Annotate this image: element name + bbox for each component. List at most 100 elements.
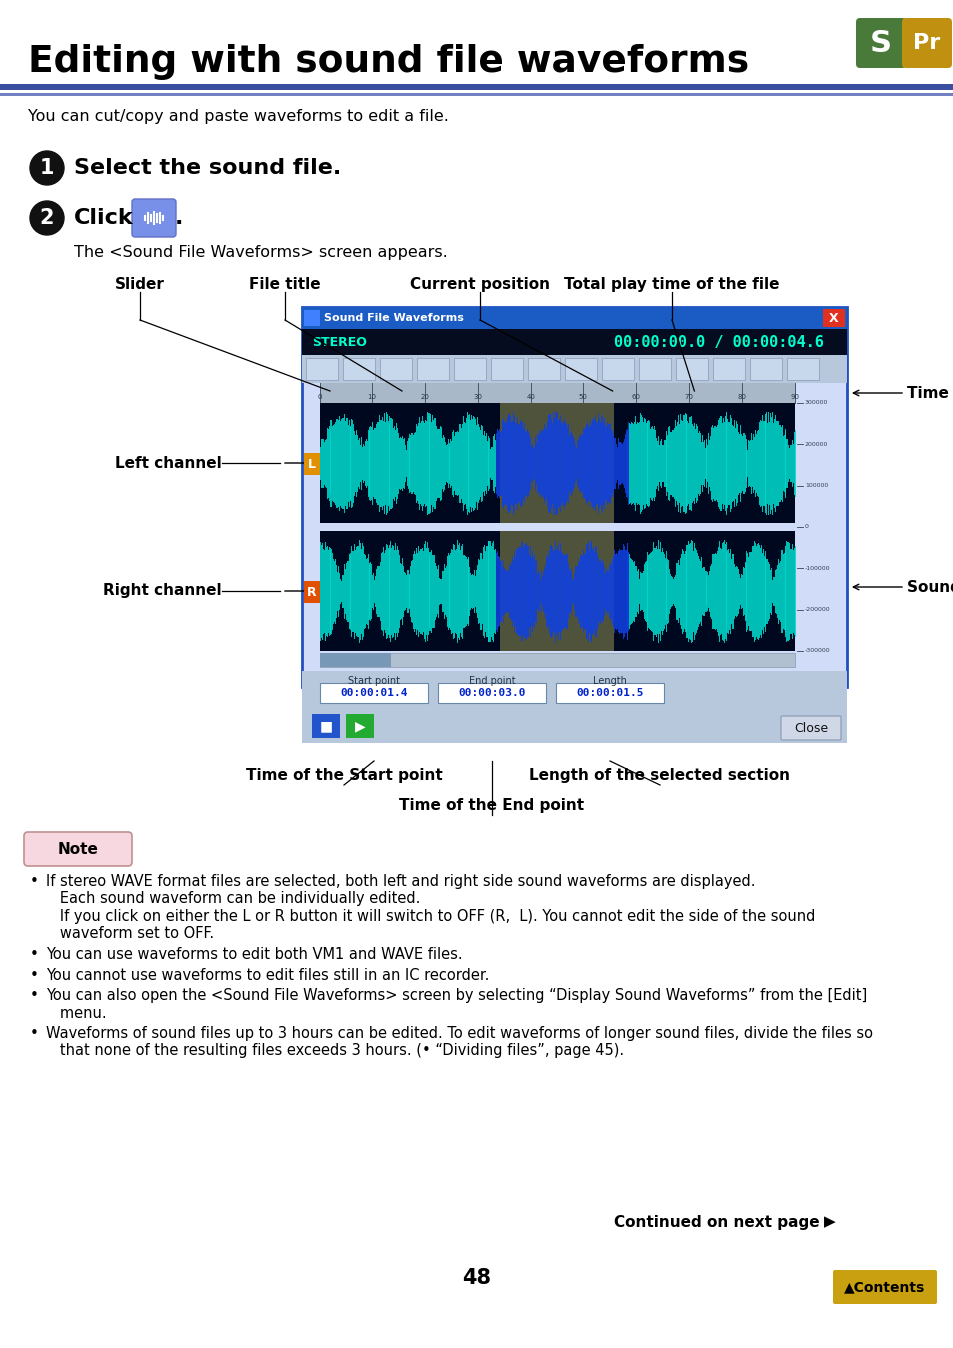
Bar [319,531,794,651]
Text: that none of the resulting files exceeds 3 hours. (• “Dividing files”, page 45).: that none of the resulting files exceeds… [46,1043,623,1058]
Text: •: • [30,948,39,962]
Text: 80: 80 [737,394,745,400]
Circle shape [30,201,64,235]
Bar [302,355,846,383]
Text: 0: 0 [317,394,322,400]
Text: Current position: Current position [410,276,550,293]
Text: ■: ■ [319,718,333,733]
Bar [319,383,794,403]
Text: Left channel: Left channel [115,456,222,470]
Text: R: R [307,585,316,599]
Text: You can also open the <Sound File Waveforms> screen by selecting “Display Sound : You can also open the <Sound File Wavefo… [46,988,866,1003]
Bar [0,93,953,96]
FancyBboxPatch shape [855,18,905,67]
Bar [302,706,846,743]
Bar [454,359,485,380]
Bar [319,683,428,704]
Text: STEREO: STEREO [312,336,367,349]
Text: Sound level: Sound level [906,580,953,594]
Text: 60: 60 [631,394,639,400]
Bar [319,652,794,667]
Bar [499,531,614,651]
Bar [786,359,818,380]
Bar [564,359,597,380]
Bar [302,307,846,329]
Bar [416,359,449,380]
FancyBboxPatch shape [132,200,175,237]
Text: 2: 2 [40,208,54,228]
Text: 10: 10 [367,394,376,400]
FancyBboxPatch shape [901,18,951,67]
Bar [304,310,319,326]
Text: •: • [30,988,39,1003]
Bar [556,683,663,704]
Text: ▶: ▶ [823,1215,835,1229]
Text: •: • [30,968,39,983]
Text: L: L [308,457,315,470]
Text: Editing with sound file waveforms: Editing with sound file waveforms [28,44,748,80]
Text: •: • [30,874,39,888]
Text: 40: 40 [526,394,535,400]
Text: Time axis: Time axis [906,386,953,400]
Text: Pr: Pr [912,32,940,53]
Text: Click: Click [74,208,133,228]
Text: 200000: 200000 [804,442,827,446]
Bar [302,307,846,687]
Bar [304,581,319,603]
Bar [306,359,337,380]
Text: You cannot use waveforms to edit files still in an IC recorder.: You cannot use waveforms to edit files s… [46,968,489,983]
Text: File title: File title [249,276,320,293]
Bar [527,359,559,380]
Bar [749,359,781,380]
Bar [601,359,634,380]
Text: Total play time of the file: Total play time of the file [563,276,779,293]
Text: Start point: Start point [348,675,399,686]
Text: X: X [828,311,838,325]
Text: Continued on next page: Continued on next page [614,1215,820,1229]
Text: 00:00:01.4: 00:00:01.4 [340,687,407,698]
Text: You can cut/copy and paste waveforms to edit a file.: You can cut/copy and paste waveforms to … [28,108,449,124]
FancyBboxPatch shape [832,1270,936,1304]
Text: -100000: -100000 [804,566,830,570]
Text: Each sound waveform can be individually edited.: Each sound waveform can be individually … [46,891,420,906]
Bar [312,714,339,737]
Text: ▶: ▶ [355,718,365,733]
Bar [319,403,794,523]
Text: .: . [174,208,183,228]
Text: The <Sound File Waveforms> screen appears.: The <Sound File Waveforms> screen appear… [74,244,447,260]
Text: 1: 1 [40,158,54,178]
Text: 50: 50 [578,394,587,400]
Text: Close: Close [793,721,827,735]
Bar [491,359,522,380]
Bar [304,453,319,474]
Text: You can use waveforms to edit both VM1 and WAVE files.: You can use waveforms to edit both VM1 a… [46,948,462,962]
Text: Length of the selected section: Length of the selected section [529,768,790,783]
Text: 00:00:01.5: 00:00:01.5 [576,687,643,698]
Bar [676,359,707,380]
Text: 0: 0 [804,524,808,530]
Text: 48: 48 [462,1268,491,1287]
Text: Time of the Start point: Time of the Start point [245,768,442,783]
FancyBboxPatch shape [781,716,841,740]
Text: -200000: -200000 [804,607,830,612]
Text: Time of the End point: Time of the End point [399,798,584,813]
Bar [822,309,844,328]
Text: Right channel: Right channel [103,584,222,599]
Bar [319,652,391,667]
Text: 20: 20 [420,394,429,400]
Bar [499,403,614,523]
Bar [437,683,545,704]
Bar [346,714,374,737]
Text: •: • [30,1026,39,1041]
Text: waveform set to OFF.: waveform set to OFF. [46,926,213,941]
Text: 90: 90 [790,394,799,400]
Text: 00:00:03.0: 00:00:03.0 [457,687,525,698]
Text: Length: Length [593,675,626,686]
Text: 30: 30 [473,394,482,400]
Text: 300000: 300000 [804,400,827,406]
Text: -300000: -300000 [804,648,830,654]
Bar [379,359,412,380]
Text: Slider: Slider [115,276,165,293]
FancyBboxPatch shape [24,832,132,865]
Bar [302,329,846,355]
